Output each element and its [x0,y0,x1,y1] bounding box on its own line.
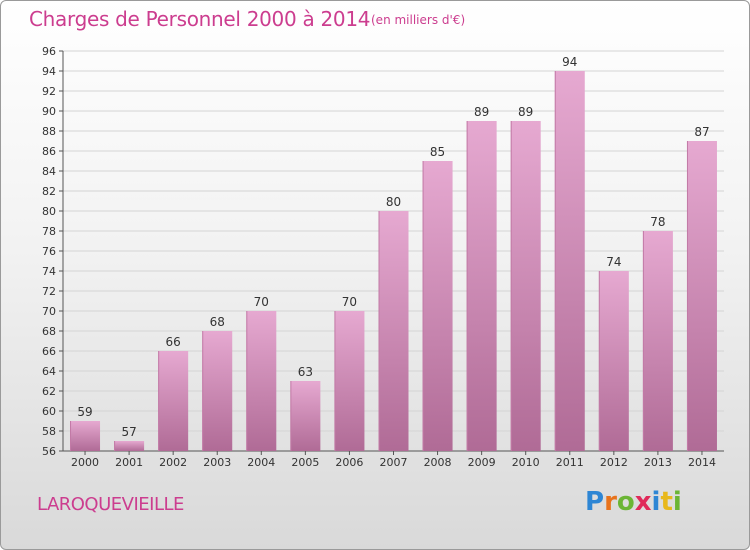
x-tick-label-2010: 2010 [512,456,540,469]
data-label-2008: 85 [430,145,445,159]
x-tick-label-2001: 2001 [115,456,143,469]
y-tick-label: 90 [42,105,56,118]
y-tick-label: 62 [42,385,56,398]
x-tick-label-2005: 2005 [291,456,319,469]
bar-2014 [686,141,717,451]
x-tick-label-2007: 2007 [380,456,408,469]
data-label-2000: 59 [77,405,92,419]
bar-2008 [422,161,453,451]
data-label-2006: 70 [342,295,357,309]
y-tick-label: 70 [42,305,56,318]
proxiti-logo[interactable]: Proxiti [585,487,682,517]
logo-letter: r [604,487,617,517]
y-tick-label: 72 [42,285,56,298]
y-tick-label: 80 [42,205,56,218]
commune-name: LAROQUEVIEILLE [37,494,184,515]
x-tick-label-2012: 2012 [600,456,628,469]
y-tick-label: 56 [42,445,56,458]
y-tick-label: 64 [42,365,56,378]
x-tick-label-2011: 2011 [556,456,584,469]
bar-2013 [642,231,673,451]
logo-letter: i [651,487,661,517]
data-label-2010: 89 [518,105,533,119]
bar-2009 [466,121,497,451]
y-tick-label: 92 [42,85,56,98]
chart-subtitle: (en milliers d'€) [371,13,466,27]
bar-2011 [554,71,585,451]
y-tick-label: 96 [42,45,56,58]
data-label-2003: 68 [210,315,225,329]
bar-2007 [378,211,409,451]
data-label-2014: 87 [694,125,709,139]
bar-2001 [114,441,145,451]
bar-2003 [202,331,233,451]
bar-layer [70,71,717,451]
x-tick-label-2014: 2014 [688,456,716,469]
y-tick-label: 84 [42,165,56,178]
logo-letter: i [672,487,682,517]
data-label-2009: 89 [474,105,489,119]
y-tick-label: 60 [42,405,56,418]
x-tick-label-2008: 2008 [424,456,452,469]
data-label-2005: 63 [298,365,313,379]
y-tick-label: 76 [42,245,56,258]
logo-letter: P [585,487,605,517]
logo-letter: x [634,487,652,517]
bar-2012 [598,271,629,451]
bar-2004 [246,311,277,451]
data-label-2012: 74 [606,255,621,269]
data-label-2011: 94 [562,55,577,69]
bar-2006 [334,311,365,451]
bar-2010 [510,121,541,451]
y-tick-label: 86 [42,145,56,158]
y-tick-label: 68 [42,325,56,338]
label-layer: 59 57 66 68 70 63 70 80 85 89 89 94 74 78 87 [77,55,709,439]
logo-letter: t [660,487,673,517]
y-tick-label: 66 [42,345,56,358]
data-label-2002: 66 [166,335,181,349]
x-tick-label-2013: 2013 [644,456,672,469]
x-tick-label-2003: 2003 [203,456,231,469]
x-tick-label-2002: 2002 [159,456,187,469]
y-tick-label: 82 [42,185,56,198]
bar-2005 [290,381,321,451]
logo-letter: o [616,487,635,517]
x-tick-label-2000: 2000 [71,456,99,469]
data-label-2001: 57 [121,425,136,439]
x-tick-label-2006: 2006 [335,456,363,469]
y-tick-label: 88 [42,125,56,138]
y-tick-label: 74 [42,265,56,278]
y-tick-label: 58 [42,425,56,438]
y-tick-label: 78 [42,225,56,238]
data-label-2004: 70 [254,295,269,309]
data-label-2007: 80 [386,195,401,209]
data-label-2013: 78 [650,215,665,229]
chart-title: Charges de Personnel 2000 à 2014 [29,7,371,31]
x-tick-label-2004: 2004 [247,456,275,469]
y-tick-label: 94 [42,65,56,78]
bar-2002 [158,351,189,451]
bar-2000 [70,421,101,451]
x-tick-label-2009: 2009 [468,456,496,469]
